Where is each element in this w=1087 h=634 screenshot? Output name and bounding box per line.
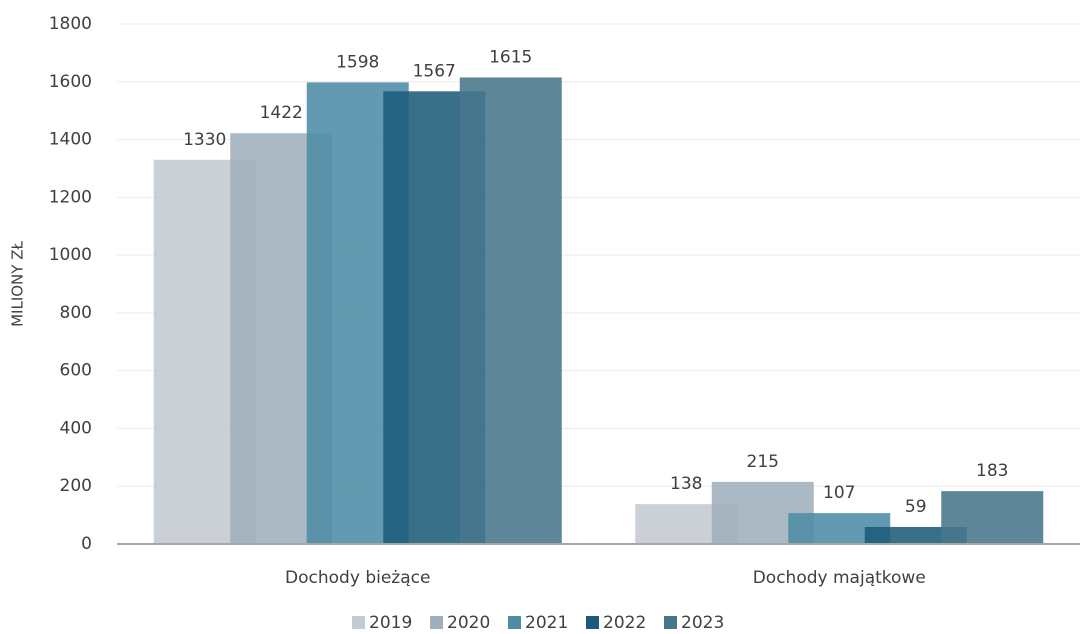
data-label: 1422 [260, 103, 303, 123]
y-tick-label: 0 [81, 534, 92, 554]
y-tick-label: 400 [60, 418, 92, 438]
data-label: 107 [823, 483, 855, 503]
data-label: 215 [747, 452, 779, 472]
data-label: 138 [670, 474, 702, 494]
legend-swatch [664, 616, 677, 629]
legend-label: 2022 [603, 613, 646, 633]
bar [459, 77, 562, 544]
y-tick-label: 1000 [49, 245, 92, 265]
legend-swatch [352, 616, 365, 629]
data-label: 183 [976, 461, 1008, 481]
data-label: 1598 [336, 52, 379, 72]
x-tick-label: Dochody majątkowe [753, 568, 926, 588]
x-tick-label: Dochody bieżące [285, 568, 430, 588]
legend-label: 2021 [525, 613, 568, 633]
y-tick-label: 600 [60, 361, 92, 381]
data-label: 1567 [413, 61, 456, 81]
legend-swatch [430, 616, 443, 629]
legend-label: 2023 [681, 613, 724, 633]
bar [941, 491, 1044, 544]
y-tick-label: 1400 [49, 130, 92, 150]
legend-swatch [586, 616, 599, 629]
y-tick-label: 800 [60, 303, 92, 323]
data-label: 1615 [489, 47, 532, 67]
y-axis-label: MILIONY ZŁ [9, 241, 27, 327]
y-tick-label: 200 [60, 476, 92, 496]
legend-label: 2019 [369, 613, 412, 633]
y-tick-label: 1600 [49, 72, 92, 92]
legend-swatch [508, 616, 521, 629]
y-tick-label: 1200 [49, 187, 92, 207]
y-tick-label: 1800 [49, 14, 92, 34]
data-label: 59 [905, 497, 927, 517]
data-label: 1330 [183, 130, 226, 150]
legend-label: 2020 [447, 613, 490, 633]
